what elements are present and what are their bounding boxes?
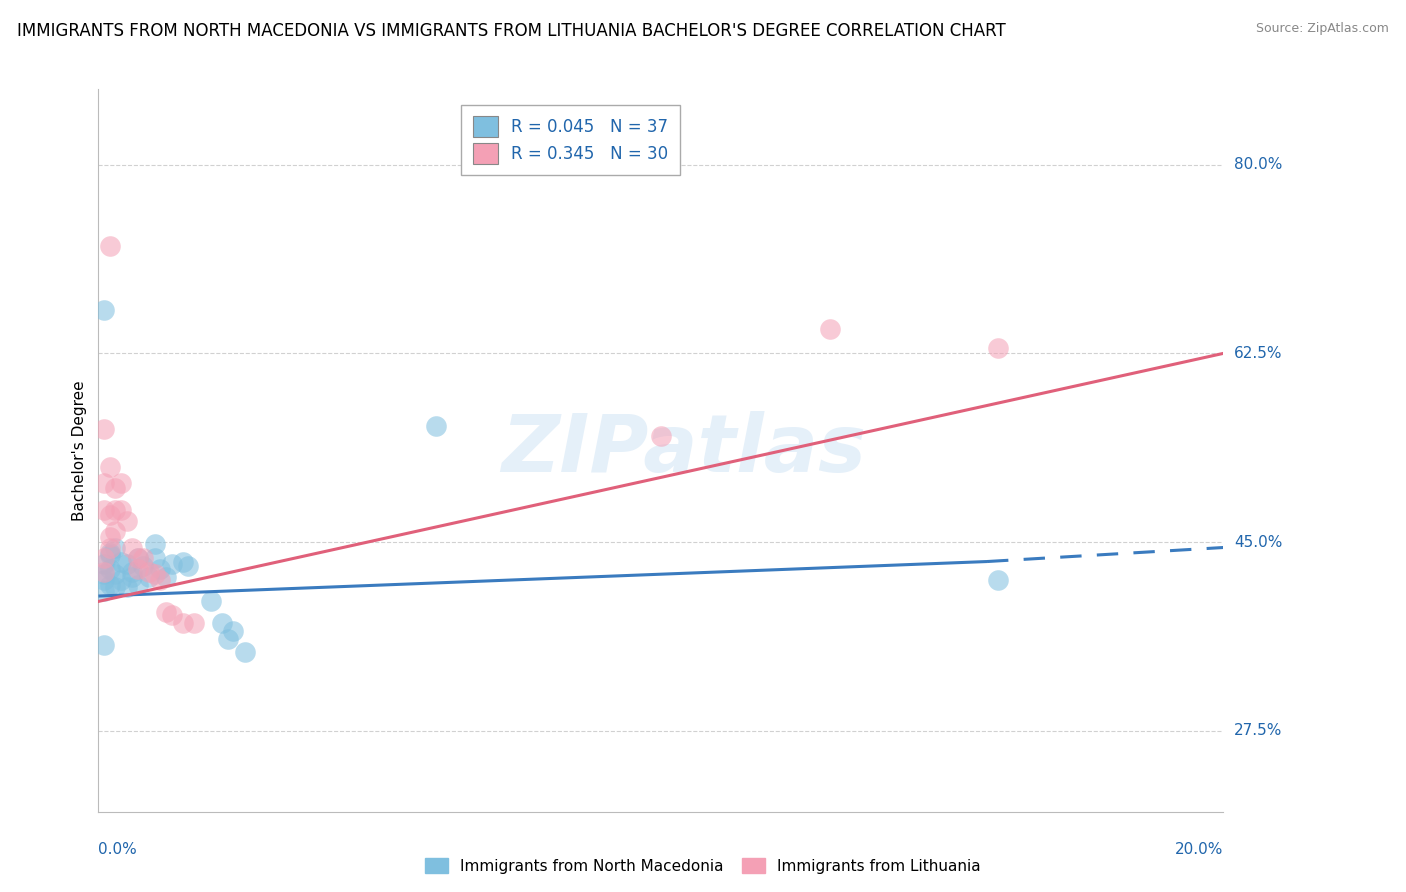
Point <box>98 508 121 523</box>
Point <box>98 541 121 555</box>
Point <box>987 573 1010 587</box>
Point <box>93 583 115 598</box>
Point <box>149 562 172 576</box>
Point <box>104 567 127 582</box>
Point <box>818 321 841 335</box>
Point <box>138 569 160 583</box>
Point <box>121 569 143 583</box>
Point <box>132 551 155 566</box>
Point <box>110 475 132 490</box>
Text: 80.0%: 80.0% <box>1234 157 1282 172</box>
Text: Source: ZipAtlas.com: Source: ZipAtlas.com <box>1256 22 1389 36</box>
Point <box>115 514 138 528</box>
Point <box>149 573 172 587</box>
Point <box>121 566 143 580</box>
Point <box>110 502 132 516</box>
Point <box>987 341 1010 355</box>
Point <box>98 238 121 252</box>
Point <box>172 555 194 569</box>
Point <box>93 638 115 652</box>
Text: ZIPatlas: ZIPatlas <box>501 411 866 490</box>
Point <box>127 562 149 576</box>
Point <box>115 557 138 571</box>
Point <box>104 502 127 516</box>
Point <box>200 594 222 608</box>
Point <box>143 537 166 551</box>
Text: IMMIGRANTS FROM NORTH MACEDONIA VS IMMIGRANTS FROM LITHUANIA BACHELOR'S DEGREE C: IMMIGRANTS FROM NORTH MACEDONIA VS IMMIG… <box>17 22 1005 40</box>
Point <box>93 573 115 587</box>
Point <box>143 551 166 566</box>
Point <box>98 459 121 474</box>
Point <box>98 530 121 544</box>
Text: 27.5%: 27.5% <box>1234 723 1282 739</box>
Legend: Immigrants from North Macedonia, Immigrants from Lithuania: Immigrants from North Macedonia, Immigra… <box>419 852 987 880</box>
Point <box>233 645 256 659</box>
Point <box>211 615 233 630</box>
Point <box>222 624 245 638</box>
Point <box>217 632 239 647</box>
Point <box>155 605 177 619</box>
Point <box>93 422 115 436</box>
Point <box>172 615 194 630</box>
Legend: R = 0.045   N = 37, R = 0.345   N = 30: R = 0.045 N = 37, R = 0.345 N = 30 <box>461 104 681 176</box>
Point <box>138 566 160 580</box>
Point <box>121 541 143 555</box>
Text: 45.0%: 45.0% <box>1234 534 1282 549</box>
Point <box>127 578 149 592</box>
Point <box>160 608 183 623</box>
Point <box>127 551 149 566</box>
Point <box>132 558 155 573</box>
Point <box>110 573 132 587</box>
Point <box>183 615 205 630</box>
Point <box>127 551 149 566</box>
Point <box>650 429 672 443</box>
Point <box>93 502 115 516</box>
Text: 0.0%: 0.0% <box>98 842 138 857</box>
Point <box>98 546 121 560</box>
Point <box>98 562 121 576</box>
Point <box>93 551 115 566</box>
Point <box>115 581 138 595</box>
Point <box>93 557 115 571</box>
Point <box>104 481 127 495</box>
Point <box>425 418 447 433</box>
Text: 62.5%: 62.5% <box>1234 346 1282 361</box>
Point <box>93 475 115 490</box>
Point <box>93 566 115 580</box>
Point <box>98 548 121 562</box>
Point <box>93 303 115 318</box>
Point <box>155 569 177 583</box>
Point <box>104 541 127 555</box>
Point <box>98 578 121 592</box>
Text: 20.0%: 20.0% <box>1175 842 1223 857</box>
Point <box>104 524 127 539</box>
Point <box>143 567 166 582</box>
Point <box>93 567 115 582</box>
Point <box>177 558 200 573</box>
Point <box>160 557 183 571</box>
Point <box>110 555 132 569</box>
Point <box>104 581 127 595</box>
Y-axis label: Bachelor's Degree: Bachelor's Degree <box>72 380 87 521</box>
